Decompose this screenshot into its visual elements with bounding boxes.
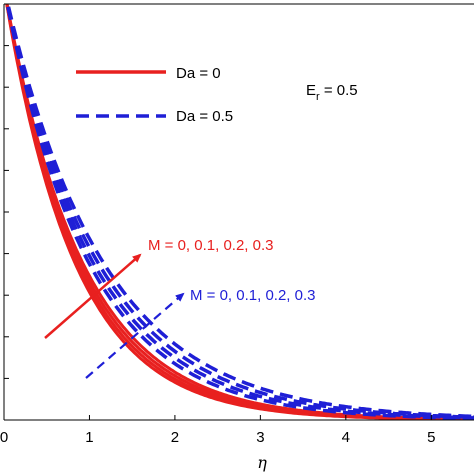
m-annotation-red: M = 0, 0.1, 0.2, 0.3 (148, 237, 274, 254)
er-annotation-value: = 0.5 (320, 82, 358, 99)
x-tick-label: 1 (85, 429, 93, 446)
m-annotation-blue: M = 0, 0.1, 0.2, 0.3 (190, 287, 316, 304)
series-line-da0-m2 (5, 4, 474, 420)
tick-layer: 0 1 2 3 4 5 (0, 3, 435, 446)
x-tick-label: 2 (171, 429, 179, 446)
er-annotation: Er = 0.5 (306, 82, 358, 103)
m-arrow-blue (85, 292, 185, 379)
series-line-da0-m1 (5, 4, 474, 420)
series-line-da0-m3 (5, 4, 474, 420)
series-layer (5, 4, 474, 420)
legend-label-da0: Da = 0 (176, 65, 221, 82)
series-line-da05-m7 (6, 4, 474, 419)
legend: Da = 0 Da = 0.5 (76, 65, 233, 125)
er-annotation-base: E (306, 82, 316, 99)
x-tick-label: 0 (0, 429, 8, 446)
x-tick-label: 3 (256, 429, 264, 446)
series-line-da05-m6 (5, 4, 474, 420)
legend-label-da05: Da = 0.5 (176, 108, 233, 125)
er-annotation-sub: r (316, 91, 320, 103)
x-tick-label: 4 (342, 429, 350, 446)
series-line-da0-m0 (5, 4, 474, 420)
m-arrow-red (44, 253, 142, 339)
series-line-da05-m4 (5, 4, 474, 420)
x-tick-label: 5 (427, 429, 435, 446)
x-axis-label: η (257, 453, 267, 472)
